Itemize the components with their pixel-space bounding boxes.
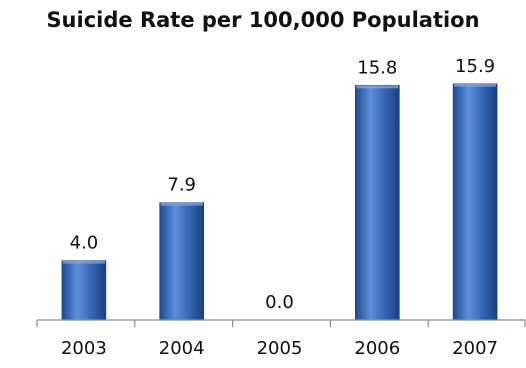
bar-highlight-2006: [356, 85, 399, 89]
tick-label-2004: 2004: [159, 338, 205, 359]
tick-label-2007: 2007: [452, 338, 498, 359]
bar-highlight-2007: [454, 83, 497, 87]
tick-label-2006: 2006: [354, 338, 400, 359]
bar-2006: [354, 84, 400, 321]
bar-2007: [452, 83, 498, 321]
data-label-2006: 15.8: [357, 57, 397, 78]
data-label-2004: 7.9: [167, 175, 196, 196]
data-label-2003: 4.0: [70, 233, 99, 254]
bar-highlight-2004: [160, 202, 203, 206]
bar-2004: [159, 202, 204, 321]
bar-highlight-2003: [62, 260, 105, 264]
tick-label-2003: 2003: [61, 338, 107, 359]
tick-label-2005: 2005: [257, 338, 303, 359]
data-label-2007: 15.9: [455, 56, 495, 77]
bar-2003: [61, 260, 107, 321]
data-label-2005: 0.0: [265, 292, 294, 313]
chart-title: Suicide Rate per 100,000 Population: [46, 8, 480, 32]
